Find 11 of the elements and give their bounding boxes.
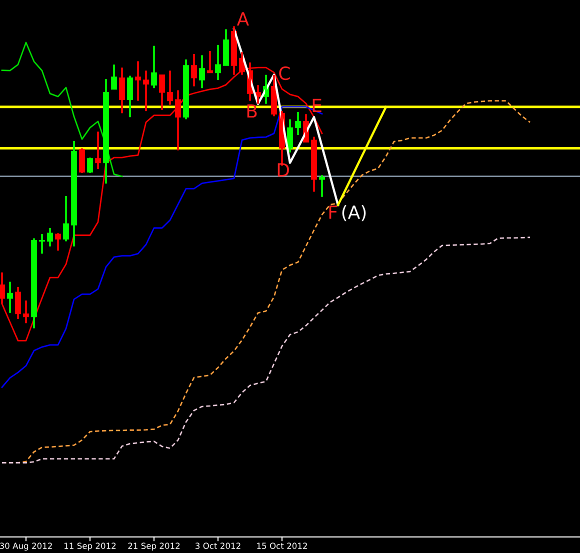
annotation: B xyxy=(247,104,257,118)
annotation: (A) xyxy=(342,205,366,222)
annotation: D xyxy=(278,163,289,176)
x-tick-label: 3 Oct 2012 xyxy=(196,542,240,549)
annotation: F xyxy=(329,206,337,219)
x-tick-label: 30 Aug 2012 xyxy=(0,542,52,551)
text: A xyxy=(236,12,249,26)
x-tick-label: 11 Sep 2012 xyxy=(64,542,116,551)
x-tick-label: 21 Sep 2012 xyxy=(128,542,180,551)
annotation: C xyxy=(279,66,290,80)
x-tick-label: 15 Oct 2012 xyxy=(257,542,307,549)
